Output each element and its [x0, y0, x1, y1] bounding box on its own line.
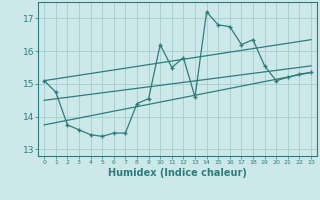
X-axis label: Humidex (Indice chaleur): Humidex (Indice chaleur): [108, 168, 247, 178]
